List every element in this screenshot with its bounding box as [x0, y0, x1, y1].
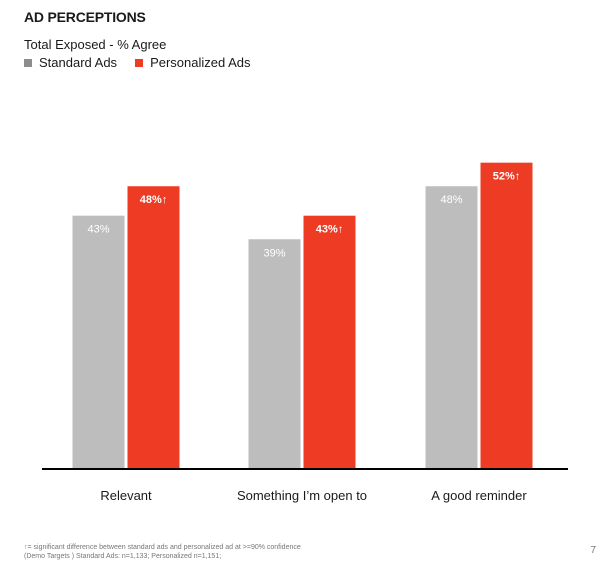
data-label-standard-1: 39%: [263, 247, 285, 259]
legend: Standard Ads Personalized Ads: [24, 55, 269, 70]
footnote: ↑= significant difference between standa…: [24, 543, 301, 561]
bar-personalized-2: [480, 162, 533, 469]
legend-label-standard: Standard Ads: [39, 55, 118, 70]
data-label-personalized-0: 48%↑: [140, 194, 168, 206]
chart-title: AD PERCEPTIONS: [24, 9, 146, 25]
legend-swatch-standard: [24, 58, 32, 67]
legend-swatch-personalized: [135, 58, 144, 67]
legend-item-personalized: Personalized Ads: [135, 55, 251, 70]
data-label-personalized-2: 52%↑: [493, 171, 521, 183]
category-label-0: Relevant: [100, 488, 152, 503]
category-label-1: Something I’m open to: [237, 488, 367, 503]
data-label-personalized-1: 43%↑: [316, 224, 344, 236]
footnote-line-2: (Demo Targets ) Standard Ads: n=1,133; P…: [24, 553, 222, 560]
legend-label-personalized: Personalized Ads: [150, 55, 251, 70]
chart-subtitle: Total Exposed - % Agree: [24, 37, 167, 52]
page-number: 7: [590, 545, 596, 556]
bar-standard-0: [72, 215, 125, 469]
bar-standard-1: [248, 239, 301, 469]
bar-personalized-0: [127, 186, 180, 469]
data-label-standard-2: 48%: [440, 194, 462, 206]
footnote-line-1: ↑= significant difference between standa…: [24, 544, 301, 551]
category-label-2: A good reminder: [431, 488, 527, 503]
legend-item-standard: Standard Ads: [24, 55, 117, 70]
bar-personalized-1: [303, 215, 356, 469]
bar-standard-2: [425, 186, 478, 469]
data-label-standard-0: 43%: [87, 224, 109, 236]
